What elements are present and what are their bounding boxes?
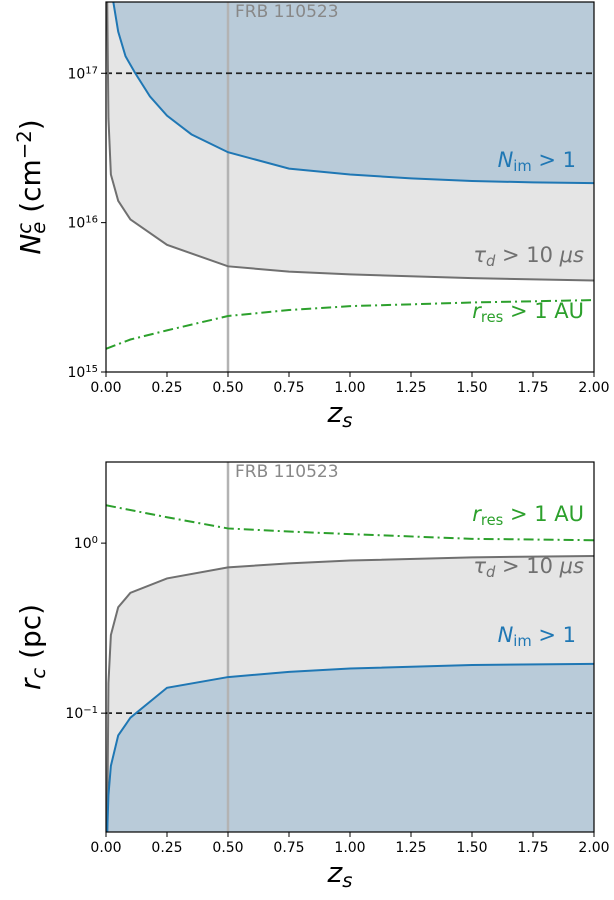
text-part: > 1 AU: [503, 502, 584, 526]
tick-base: 10: [67, 365, 85, 381]
tick-exponent: −1: [83, 705, 98, 716]
x-tick-label: 1.25: [395, 380, 426, 396]
text-part: c: [27, 668, 50, 679]
text-part: z: [327, 396, 344, 429]
text-part: > 10: [495, 243, 559, 267]
series-label: rres > 1 AU: [472, 299, 584, 326]
text-part: c: [13, 223, 36, 234]
tick-exponent: 16: [85, 215, 98, 226]
text-part: > 1 AU: [503, 299, 584, 323]
y-tick-label: 1016: [67, 215, 98, 232]
y-tick-label: 100: [74, 535, 98, 552]
tick-base: 10: [74, 536, 92, 552]
x-tick-label: 1.00: [334, 840, 365, 856]
text-part: (cm: [14, 159, 47, 222]
text-part: μ: [559, 554, 573, 578]
text-part: N: [498, 623, 514, 647]
reference-label: FRB 110523: [235, 462, 339, 482]
reference-label: FRB 110523: [235, 2, 339, 22]
series-label: τd > 10 μs: [473, 243, 584, 270]
series-label: rres > 1 AU: [472, 502, 584, 529]
y-axis-label: rc (pc): [14, 604, 50, 690]
x-tick-label: 0.00: [90, 840, 121, 856]
x-tick-label: 1.75: [517, 380, 548, 396]
series-line: [106, 662, 594, 832]
x-tick-label: 0.75: [273, 380, 304, 396]
text-part: −2: [13, 130, 36, 159]
text-part: s: [573, 243, 584, 267]
x-tick-label: 0.00: [90, 380, 121, 396]
y-tick-label: 10−1: [65, 705, 98, 722]
x-tick-label: 0.75: [273, 840, 304, 856]
plot-area: [106, 2, 594, 372]
text-part: N: [498, 148, 514, 172]
text-part: z: [327, 856, 344, 889]
text-part: (pc): [14, 604, 47, 668]
tick-base: 10: [67, 66, 85, 82]
series-line: [112, 2, 594, 185]
text-part: > 1: [532, 623, 576, 647]
text-part: d: [486, 253, 496, 270]
plot-area: [106, 462, 594, 832]
text-part: im: [513, 158, 531, 175]
x-tick-label: 0.50: [212, 380, 243, 396]
tick-base: 10: [65, 706, 83, 722]
text-part: τ: [473, 243, 486, 267]
text-part: im: [513, 633, 531, 650]
y-axis-label: Nce (cm−2): [13, 119, 50, 254]
region-fill: [107, 663, 594, 832]
text-part: τ: [473, 554, 486, 578]
x-axis-label: zs: [327, 396, 353, 432]
x-tick-label: 2.00: [578, 840, 609, 856]
x-tick-label: 2.00: [578, 380, 609, 396]
x-tick-label: 1.50: [456, 380, 487, 396]
x-axis-label: zs: [327, 856, 353, 892]
y-tick-label: 1017: [67, 65, 98, 82]
text-part: r: [472, 502, 482, 526]
series-line: [106, 2, 594, 282]
text-part: res: [481, 512, 503, 529]
series-label: Nim > 1: [498, 148, 576, 175]
text-part: r: [14, 677, 47, 690]
text-part: d: [486, 564, 496, 581]
text-part: s: [342, 409, 352, 432]
tick-exponent: 17: [85, 65, 98, 76]
x-tick-label: 1.00: [334, 380, 365, 396]
series-label: τd > 10 μs: [473, 554, 584, 581]
text-part: ): [14, 119, 47, 130]
x-tick-label: 1.25: [395, 840, 426, 856]
x-tick-label: 1.50: [456, 840, 487, 856]
text-part: > 1: [532, 148, 576, 172]
x-tick-label: 1.75: [517, 840, 548, 856]
series-line: [106, 504, 594, 542]
x-tick-label: 0.50: [212, 840, 243, 856]
series-line: [106, 555, 594, 832]
text-part: N: [14, 234, 47, 255]
tick-exponent: 0: [92, 535, 98, 546]
text-part: s: [573, 554, 584, 578]
region-fill: [113, 2, 594, 184]
x-tick-label: 0.25: [151, 840, 182, 856]
text-part: μ: [559, 243, 573, 267]
text-part: res: [481, 309, 503, 326]
tick-exponent: 15: [85, 364, 98, 375]
tick-base: 10: [67, 216, 85, 232]
text-part: > 10: [495, 554, 559, 578]
x-tick-label: 0.25: [151, 380, 182, 396]
y-tick-label: 1015: [67, 364, 98, 381]
text-part: s: [342, 869, 352, 892]
text-part: r: [472, 299, 482, 323]
text-part: e: [27, 222, 50, 234]
series-label: Nim > 1: [498, 623, 576, 650]
